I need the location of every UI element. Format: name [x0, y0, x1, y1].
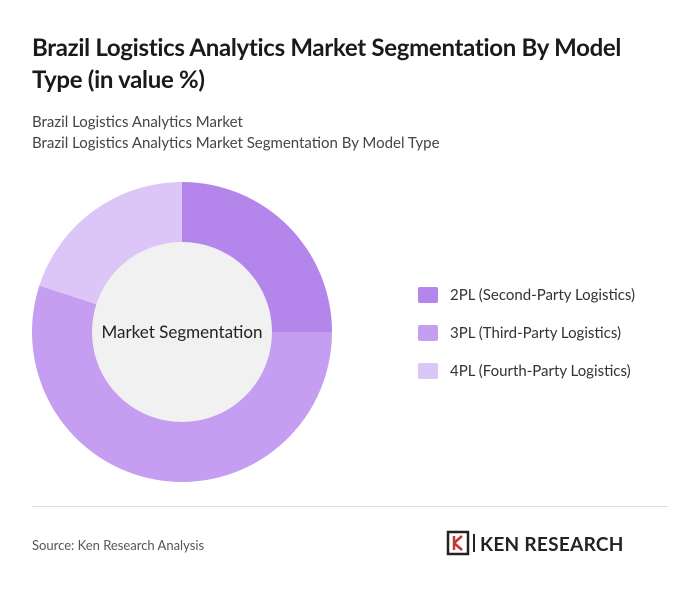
divider [32, 506, 668, 507]
logo-icon [446, 530, 470, 556]
legend-label: 2PL (Second-Party Logistics) [450, 286, 635, 304]
legend-label: 3PL (Third-Party Logistics) [450, 324, 621, 342]
legend-label: 4PL (Fourth-Party Logistics) [450, 362, 631, 380]
legend-swatch [418, 287, 438, 303]
subtitle: Brazil Logistics Analytics Market [32, 113, 243, 131]
chart-title: Brazil Logistics Analytics Market Segmen… [32, 33, 622, 94]
legend-swatch [418, 363, 438, 379]
logo: KEN RESEARCH [446, 530, 624, 556]
logo-text: KEN RESEARCH [480, 533, 624, 556]
legend-swatch [418, 325, 438, 341]
logo-icon [452, 535, 463, 551]
center-label: Market Segmentation [101, 321, 262, 342]
donut-hole [92, 242, 272, 422]
chart: Market Segmentation 2PL (Second-Party Log… [32, 182, 635, 483]
source: Source: Ken Research Analysis [32, 537, 205, 553]
subtitle: Brazil Logistics Analytics Market Segmen… [32, 134, 440, 152]
